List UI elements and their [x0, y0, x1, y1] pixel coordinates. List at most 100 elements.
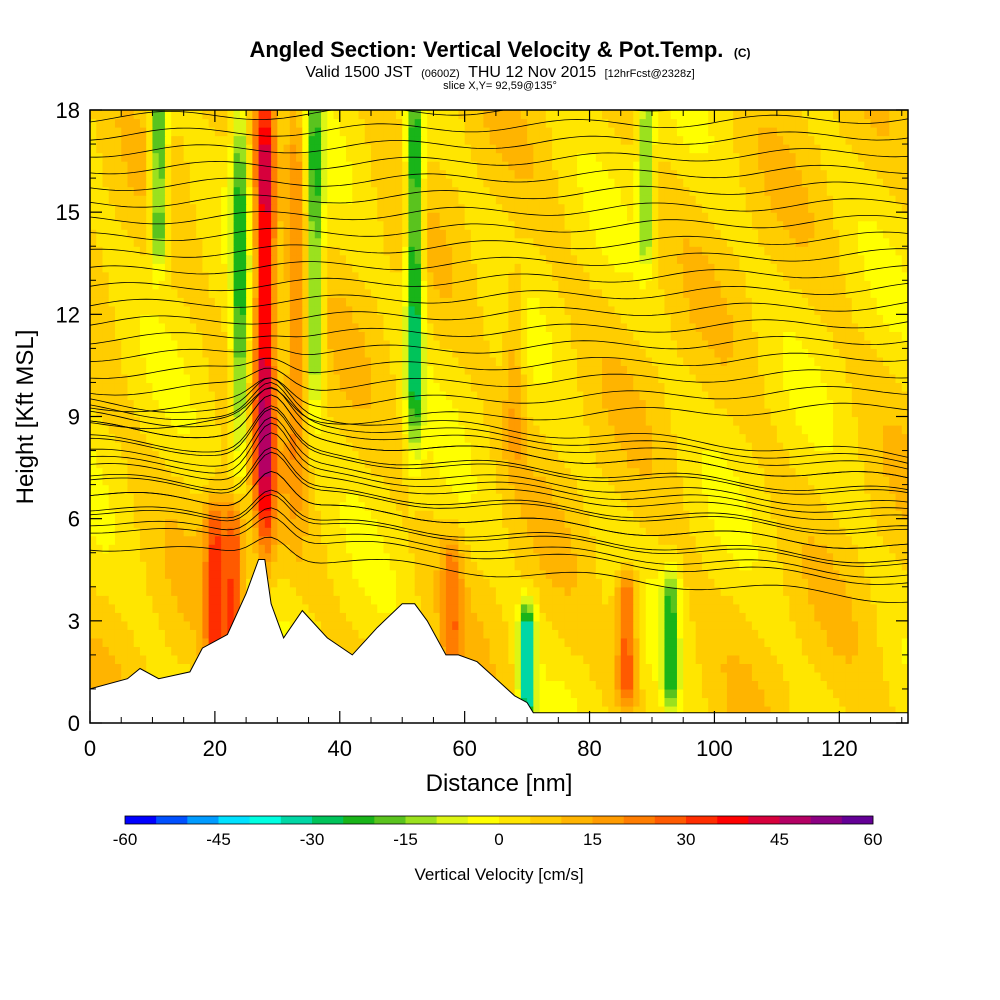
velocity-cell — [189, 544, 197, 554]
velocity-cell — [895, 501, 903, 511]
velocity-cell — [558, 399, 566, 409]
velocity-cell — [701, 646, 709, 656]
velocity-cell — [826, 569, 834, 579]
velocity-cell — [589, 629, 597, 639]
velocity-cell — [901, 637, 908, 647]
velocity-cell — [602, 561, 609, 571]
velocity-cell — [458, 578, 466, 588]
velocity-cell — [420, 561, 428, 571]
velocity-cell — [283, 416, 291, 426]
velocity-cell — [427, 399, 435, 409]
velocity-cell — [701, 476, 709, 486]
velocity-cell — [858, 569, 865, 579]
velocity-cell — [833, 484, 840, 494]
velocity-cell — [502, 612, 509, 622]
velocity-cell — [583, 578, 591, 588]
velocity-cell — [583, 646, 591, 656]
velocity-cell — [876, 680, 884, 690]
velocity-cell — [820, 637, 828, 647]
velocity-cell — [870, 518, 878, 528]
velocity-cell — [864, 493, 872, 503]
velocity-cell — [189, 578, 197, 588]
velocity-cell — [196, 433, 203, 443]
velocity-cell — [539, 527, 547, 537]
velocity-cell — [876, 612, 884, 622]
velocity-cell — [770, 705, 778, 716]
velocity-cell — [152, 518, 160, 528]
velocity-cell — [127, 459, 135, 469]
velocity-cell — [214, 501, 222, 511]
velocity-cell — [670, 442, 678, 452]
velocity-cell — [464, 510, 472, 520]
velocity-cell — [90, 518, 97, 528]
velocity-cell — [745, 484, 753, 494]
velocity-cell — [520, 442, 528, 452]
velocity-cell — [676, 569, 684, 579]
velocity-cell — [676, 629, 684, 639]
velocity-cell — [370, 527, 378, 537]
velocity-cell — [845, 399, 853, 409]
velocity-cell — [514, 561, 522, 571]
velocity-cell — [508, 578, 516, 588]
velocity-cell — [889, 425, 897, 435]
velocity-cell — [321, 603, 328, 613]
velocity-cell — [327, 518, 335, 528]
velocity-cell — [146, 399, 154, 409]
velocity-cell — [370, 407, 378, 418]
velocity-cell — [901, 535, 908, 545]
velocity-cell — [783, 510, 790, 520]
velocity-cell — [870, 450, 878, 460]
velocity-cell — [683, 654, 691, 664]
velocity-cell — [733, 680, 740, 690]
velocity-cell — [645, 535, 653, 545]
velocity-cell — [214, 535, 222, 545]
velocity-cell — [146, 595, 154, 605]
velocity-cell — [545, 654, 553, 664]
velocity-cell — [314, 578, 322, 588]
velocity-cell — [858, 467, 865, 477]
velocity-cell — [183, 544, 191, 554]
velocity-cell — [358, 493, 366, 503]
velocity-cell — [864, 629, 872, 639]
velocity-cell — [745, 595, 753, 605]
velocity-cell — [714, 680, 722, 690]
velocity-cell — [695, 629, 703, 639]
velocity-cell — [670, 654, 678, 664]
velocity-cell — [227, 561, 235, 571]
velocity-cell — [508, 569, 516, 579]
velocity-cell — [870, 535, 878, 545]
velocity-cell — [352, 510, 360, 520]
velocity-cell — [321, 620, 328, 630]
velocity-cell — [627, 476, 634, 486]
velocity-cell — [208, 493, 216, 503]
velocity-cell — [845, 476, 853, 486]
chart-subtitle: Valid 1500 JST (0600Z) THU 12 Nov 2015 [… — [305, 64, 694, 81]
velocity-cell — [302, 586, 310, 596]
velocity-cell — [433, 425, 441, 435]
velocity-cell — [214, 603, 222, 613]
velocity-cell — [664, 654, 672, 664]
velocity-cell — [264, 552, 272, 562]
velocity-cell — [620, 399, 628, 409]
velocity-cell — [645, 484, 653, 494]
velocity-cell — [264, 561, 272, 571]
velocity-cell — [776, 663, 784, 673]
velocity-cell — [533, 620, 541, 630]
velocity-cell — [614, 467, 622, 477]
velocity-cell — [870, 510, 878, 520]
velocity-cell — [820, 450, 828, 460]
velocity-cell — [208, 578, 216, 588]
velocity-cell — [527, 484, 534, 494]
velocity-cell — [651, 407, 659, 418]
velocity-cell — [814, 535, 822, 545]
velocity-cell — [445, 629, 453, 639]
velocity-cell — [764, 637, 772, 647]
velocity-cell — [327, 603, 335, 613]
velocity-cell — [589, 535, 597, 545]
velocity-cell — [114, 637, 122, 647]
velocity-cell — [539, 671, 547, 682]
velocity-cell — [533, 433, 541, 443]
velocity-cell — [789, 646, 797, 656]
velocity-cell — [602, 654, 609, 664]
velocity-cell — [552, 552, 559, 562]
